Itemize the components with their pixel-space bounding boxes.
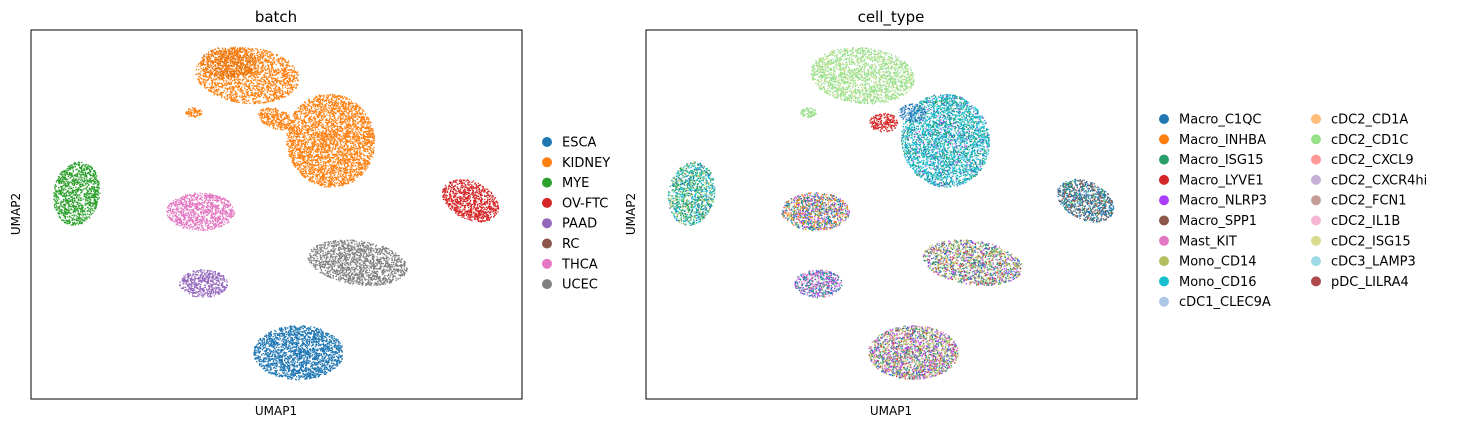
cell-type-legend-label: Macro_ISG15 (1179, 153, 1264, 168)
cell-type-legend-label: cDC2_IL1B (1331, 214, 1400, 229)
kidney-cluster-top-dark (201, 47, 256, 79)
esca-cluster (253, 325, 343, 380)
cell-type-legend-label: Macro_C1QC (1179, 113, 1262, 128)
paad-mixed-cluster (794, 269, 842, 298)
batch-legend-label: UCEC (562, 278, 598, 293)
batch-panel: batch UMAP1 UMAP2 ESCA KIDNEY MYE OV-FTC PAA… (9, 8, 610, 418)
cell-type-legend-marker (1159, 195, 1169, 205)
batch-legend-label: KIDNEY (562, 156, 610, 171)
cdc2-cluster (811, 47, 915, 105)
cell-type-legend-label: cDC2_CXCR4hi (1331, 173, 1427, 188)
batch-legend-label: ESCA (562, 136, 597, 151)
cell-type-legend-label: Macro_SPP1 (1179, 214, 1257, 229)
cell-type-legend-label: cDC2_CXCL9 (1331, 153, 1414, 168)
batch-scatter-points (53, 47, 499, 381)
batch-legend-marker (542, 259, 552, 269)
cell-type-legend-marker (1159, 297, 1169, 307)
kidney-bridge (258, 107, 293, 130)
batch-legend-label: MYE (562, 176, 589, 191)
mye-cluster (53, 162, 100, 226)
thca-mixed-cluster (781, 192, 850, 231)
cell-type-legend-marker (1311, 114, 1321, 124)
cell-type-x-axis-label: UMAP1 (870, 404, 912, 418)
cell-type-legend-label: cDC2_CD1C (1331, 133, 1408, 148)
cell-type-legend-marker (1311, 134, 1321, 144)
thca-cluster (166, 192, 235, 231)
kidney-cluster-main (286, 94, 375, 188)
batch-x-axis-label: UMAP1 (255, 404, 297, 418)
cell-type-legend-marker (1159, 175, 1169, 185)
cell-type-scatter-points (668, 47, 1115, 380)
batch-legend-label: RC (562, 237, 579, 252)
batch-legend-label: PAAD (562, 217, 597, 232)
cell-type-legend-marker (1159, 114, 1169, 124)
batch-legend-label: OV-FTC (562, 196, 608, 211)
cell-type-legend-label: Mono_CD14 (1179, 255, 1257, 270)
cell-type-legend-marker (1159, 276, 1169, 286)
cell-type-legend-label: cDC2_FCN1 (1331, 194, 1407, 209)
cell-type-legend-label: Mono_CD16 (1179, 275, 1257, 290)
batch-legend-marker (542, 137, 552, 147)
cell-type-legend-marker (1159, 134, 1169, 144)
batch-y-axis-label: UMAP2 (9, 193, 23, 235)
esca-mixed-cluster (869, 325, 959, 380)
cell-type-legend-label: Macro_NLRP3 (1179, 194, 1267, 209)
ucec-cluster (308, 240, 408, 287)
batch-legend-marker (542, 218, 552, 228)
cell-type-legend-marker (1311, 175, 1321, 185)
cell-type-legend-marker (1311, 216, 1321, 226)
cell-type-y-axis-label: UMAP2 (624, 193, 638, 235)
cell-type-legend-marker (1311, 155, 1321, 165)
cell-type-title: cell_type (858, 8, 925, 27)
cell-type-legend-label: cDC2_ISG15 (1331, 234, 1411, 249)
batch-legend: ESCA KIDNEY MYE OV-FTC PAAD RC THCA UCEC (542, 136, 610, 293)
cell-type-legend-marker (1311, 276, 1321, 286)
ucec-mixed-cluster (923, 239, 1022, 286)
batch-title: batch (255, 8, 297, 26)
batch-legend-marker (542, 157, 552, 167)
ovftc-cluster (442, 179, 499, 222)
batch-legend-marker (542, 198, 552, 208)
batch-legend-marker (542, 178, 552, 188)
cell-type-legend-marker (1159, 216, 1169, 226)
paad-cluster (179, 269, 228, 298)
cell-type-legend-marker (1311, 236, 1321, 246)
cell-type-legend-label: cDC2_CD1A (1331, 113, 1408, 128)
cell-type-legend-marker (1311, 195, 1321, 205)
batch-legend-label: THCA (561, 257, 598, 272)
cell-type-legend-marker (1159, 256, 1169, 266)
cell-type-legend-label: cDC1_CLEC9A (1179, 295, 1271, 310)
batch-legend-marker (542, 279, 552, 289)
cdc2-small (800, 108, 817, 118)
mye-mixed-cluster (668, 161, 716, 226)
cell-type-legend-label: cDC3_LAMP3 (1331, 255, 1416, 270)
lyve1-cluster (870, 113, 899, 133)
ovftc-mixed-cluster (1057, 179, 1114, 223)
cell-type-legend-marker (1159, 155, 1169, 165)
batch-legend-marker (542, 239, 552, 249)
cell-type-legend-marker (1311, 256, 1321, 266)
cell-type-legend-label: Macro_INHBA (1179, 133, 1266, 148)
kidney-small (185, 107, 202, 118)
cell-type-legend: Macro_C1QC Macro_INHBA Macro_ISG15 Macro_LY… (1159, 113, 1427, 311)
cell-type-panel: cell_type UMAP1 UMAP2 Macro_C1QC Macro_IN… (624, 8, 1427, 418)
cell-type-legend-label: Macro_LYVE1 (1179, 173, 1264, 188)
cell-type-legend-label: Mast_KIT (1179, 234, 1237, 249)
cell-type-legend-label: pDC_LILRA4 (1331, 275, 1409, 290)
cell-type-legend-marker (1159, 236, 1169, 246)
